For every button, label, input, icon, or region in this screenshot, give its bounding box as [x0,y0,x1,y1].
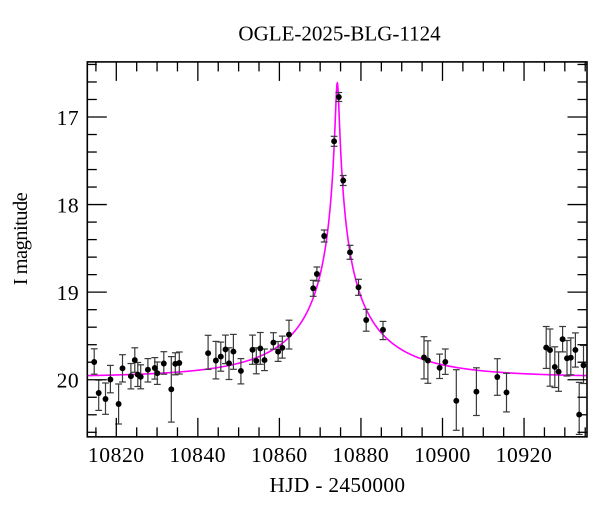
svg-text:18: 18 [57,194,80,218]
svg-text:19: 19 [57,281,80,305]
svg-text:OGLE-2025-BLG-1124: OGLE-2025-BLG-1124 [238,22,441,46]
svg-text:10820: 10820 [88,443,145,467]
svg-text:10840: 10840 [169,443,226,467]
svg-text:10880: 10880 [333,443,390,467]
svg-text:I magnitude: I magnitude [10,192,32,285]
svg-text:10900: 10900 [414,443,471,467]
svg-text:10920: 10920 [496,443,553,467]
svg-text:10860: 10860 [251,443,308,467]
svg-text:20: 20 [57,369,80,393]
svg-text:17: 17 [57,106,80,130]
svg-text:HJD - 2450000: HJD - 2450000 [270,473,406,497]
